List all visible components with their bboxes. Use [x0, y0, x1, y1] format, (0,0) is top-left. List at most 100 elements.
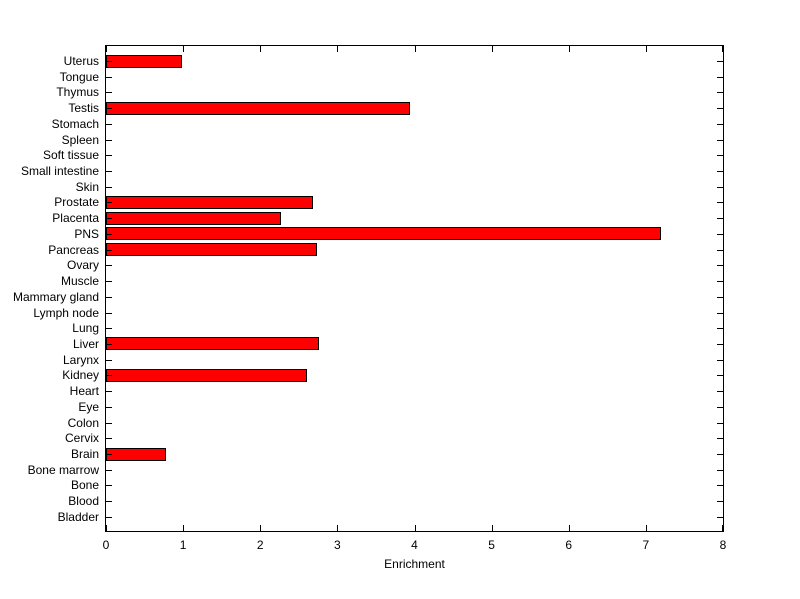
y-tick-right: [717, 501, 723, 503]
x-tick-label-4: 4: [411, 538, 418, 552]
x-tick-label-8: 8: [719, 538, 727, 552]
y-tick-right: [717, 359, 723, 361]
y-tick-left: [106, 485, 112, 487]
bottom-x-tick: [491, 525, 493, 531]
y-tick-label-kidney: Kidney: [62, 368, 99, 383]
top-x-tick: [491, 46, 493, 52]
top-x-tick: [568, 46, 570, 52]
y-tick-right: [717, 202, 723, 204]
x-tick-label-5: 5: [488, 538, 495, 552]
top-x-tick: [106, 46, 107, 52]
y-tick-right: [717, 438, 723, 440]
bar-liver: [106, 337, 319, 351]
bar-pns: [106, 227, 661, 241]
top-x-tick: [337, 46, 339, 52]
y-tick-label-brain: Brain: [70, 447, 99, 461]
y-tick-label-heart: Heart: [69, 384, 99, 399]
y-tick-right: [717, 281, 723, 283]
y-tick-label-thymus: Thymus: [56, 85, 99, 100]
y-tick-left: [106, 516, 112, 518]
y-tick-left: [106, 296, 112, 298]
bottom-x-tick: [106, 525, 107, 531]
y-tick-label-pancreas: Pancreas: [48, 242, 99, 257]
y-tick-left: [106, 92, 112, 94]
y-tick-right: [717, 296, 723, 298]
y-tick-label-placenta: Placenta: [52, 211, 99, 226]
y-tick-left: [106, 422, 112, 424]
y-tick-label-pns: PNS: [74, 226, 99, 241]
y-tick-left: [106, 375, 112, 377]
y-tick-left: [106, 391, 112, 393]
y-tick-right: [717, 139, 723, 141]
x-tick-label-3: 3: [334, 538, 341, 552]
y-tick-left: [106, 61, 112, 62]
y-tick-left: [106, 139, 112, 141]
y-tick-right: [717, 422, 723, 424]
top-x-tick: [645, 46, 647, 52]
y-tick-right: [717, 171, 723, 173]
y-tick-label-skin: Skin: [75, 179, 99, 194]
y-tick-left: [106, 469, 112, 471]
y-tick-left: [106, 123, 112, 125]
y-tick-label-ovary: Ovary: [66, 258, 99, 273]
y-tick-left: [106, 406, 112, 408]
bottom-x-tick: [645, 525, 647, 531]
y-tick-right: [717, 123, 723, 125]
y-tick-right: [717, 469, 723, 471]
bar-kidney: [106, 368, 307, 382]
y-tick-label-cervix: Cervix: [64, 431, 99, 446]
bar-brain: [106, 447, 167, 461]
bottom-x-tick: [337, 525, 339, 531]
y-tick-right: [717, 391, 723, 393]
bottom-x-tick: [414, 525, 416, 531]
y-tick-label-spleen: Spleen: [61, 132, 99, 147]
y-tick-left: [106, 76, 112, 78]
y-tick-right: [717, 375, 723, 377]
x-tick-label-1: 1: [179, 538, 187, 552]
y-tick-right: [717, 312, 723, 314]
y-tick-label-bladder: Bladder: [57, 509, 99, 524]
bottom-x-tick: [183, 525, 185, 531]
y-tick-label-bone-marrow: Bone marrow: [27, 462, 99, 477]
bottom-x-tick: [722, 525, 723, 531]
x-tick-label-2: 2: [256, 538, 264, 552]
y-tick-left: [106, 265, 112, 267]
y-tick-label-lung: Lung: [72, 321, 99, 336]
y-tick-label-tongue: Tongue: [59, 69, 99, 84]
y-tick-left: [106, 249, 112, 251]
y-tick-label-bone: Bone: [70, 478, 99, 493]
y-tick-label-soft-tissue: Soft tissue: [42, 148, 99, 163]
y-tick-label-blood: Blood: [68, 494, 99, 509]
x-tick-label-7: 7: [642, 538, 650, 552]
x-tick-label-6: 6: [565, 538, 573, 552]
y-tick-left: [106, 218, 112, 220]
y-tick-right: [717, 155, 723, 157]
y-tick-left: [106, 186, 112, 188]
bar-pancreas: [106, 243, 317, 257]
y-tick-left: [106, 328, 112, 330]
bar-testis: [106, 101, 410, 115]
bottom-x-tick: [260, 525, 262, 531]
y-tick-right: [717, 343, 723, 345]
y-tick-right: [717, 516, 723, 518]
bar-uterus: [106, 54, 183, 68]
y-tick-label-larynx: Larynx: [62, 352, 99, 367]
y-tick-right: [717, 485, 723, 487]
top-x-tick: [260, 46, 262, 52]
y-tick-right: [717, 218, 723, 220]
y-tick-right: [717, 454, 723, 455]
y-tick-label-prostate: Prostate: [54, 195, 99, 210]
y-tick-label-stomach: Stomach: [51, 116, 99, 131]
y-tick-left: [106, 202, 112, 204]
y-tick-right: [717, 233, 723, 235]
y-tick-label-liver: Liver: [72, 336, 99, 351]
y-tick-label-mammary-gland: Mammary gland: [12, 289, 99, 304]
y-tick-right: [717, 76, 723, 78]
y-tick-left: [106, 312, 112, 314]
bottom-x-tick: [568, 525, 570, 531]
x-tick-label-0: 0: [102, 538, 110, 552]
y-tick-left: [106, 438, 112, 440]
y-tick-label-uterus: Uterus: [63, 54, 99, 68]
bar-prostate: [106, 195, 313, 209]
y-tick-left: [106, 501, 112, 503]
